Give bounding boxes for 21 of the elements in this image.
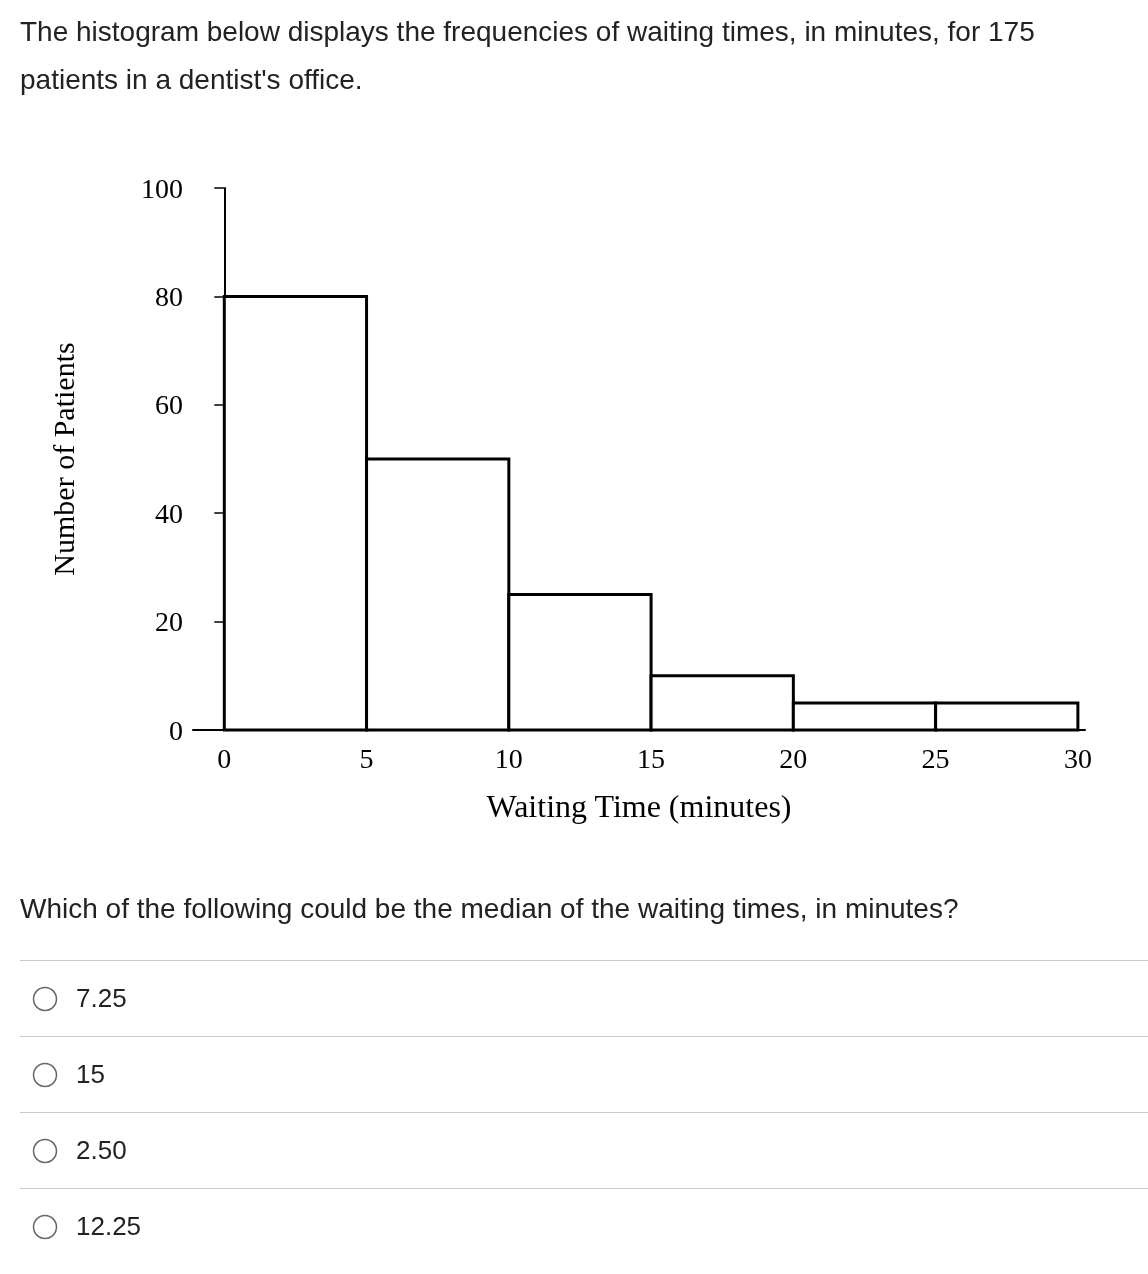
x-tick-label: 20 xyxy=(779,742,808,774)
text: 12.25 xyxy=(76,1211,142,1242)
text: 7.25 xyxy=(76,983,127,1014)
x-axis-title: Waiting Time (minutes) xyxy=(486,788,792,824)
y-tick-label: 60 xyxy=(155,389,183,421)
y-tick-label: 80 xyxy=(155,280,183,312)
y-tick-label: 40 xyxy=(155,497,183,529)
y-tick-label: 0 xyxy=(169,714,183,746)
chart-title: The histogram below displays the frequencies of waiting times, in minutes, for 175 patients in a dentist's office. xyxy=(20,15,1036,97)
x-tick-label: 5 xyxy=(359,742,374,774)
x-tick-label: 25 xyxy=(921,742,950,774)
text: 15 xyxy=(76,1059,105,1090)
x-tick-label: 0 xyxy=(217,742,232,774)
y-tick-label: 100 xyxy=(141,172,183,204)
y-tick-label: 20 xyxy=(155,606,183,638)
x-tick-label: 15 xyxy=(637,742,666,774)
text: 2.50 xyxy=(76,1135,127,1166)
text: Which of the following could be the median of the waiting times, in minutes? xyxy=(20,893,959,925)
x-tick-label: 30 xyxy=(1063,742,1092,774)
y-axis-title: Number of Patients xyxy=(46,342,80,576)
x-tick-label: 10 xyxy=(494,742,523,774)
